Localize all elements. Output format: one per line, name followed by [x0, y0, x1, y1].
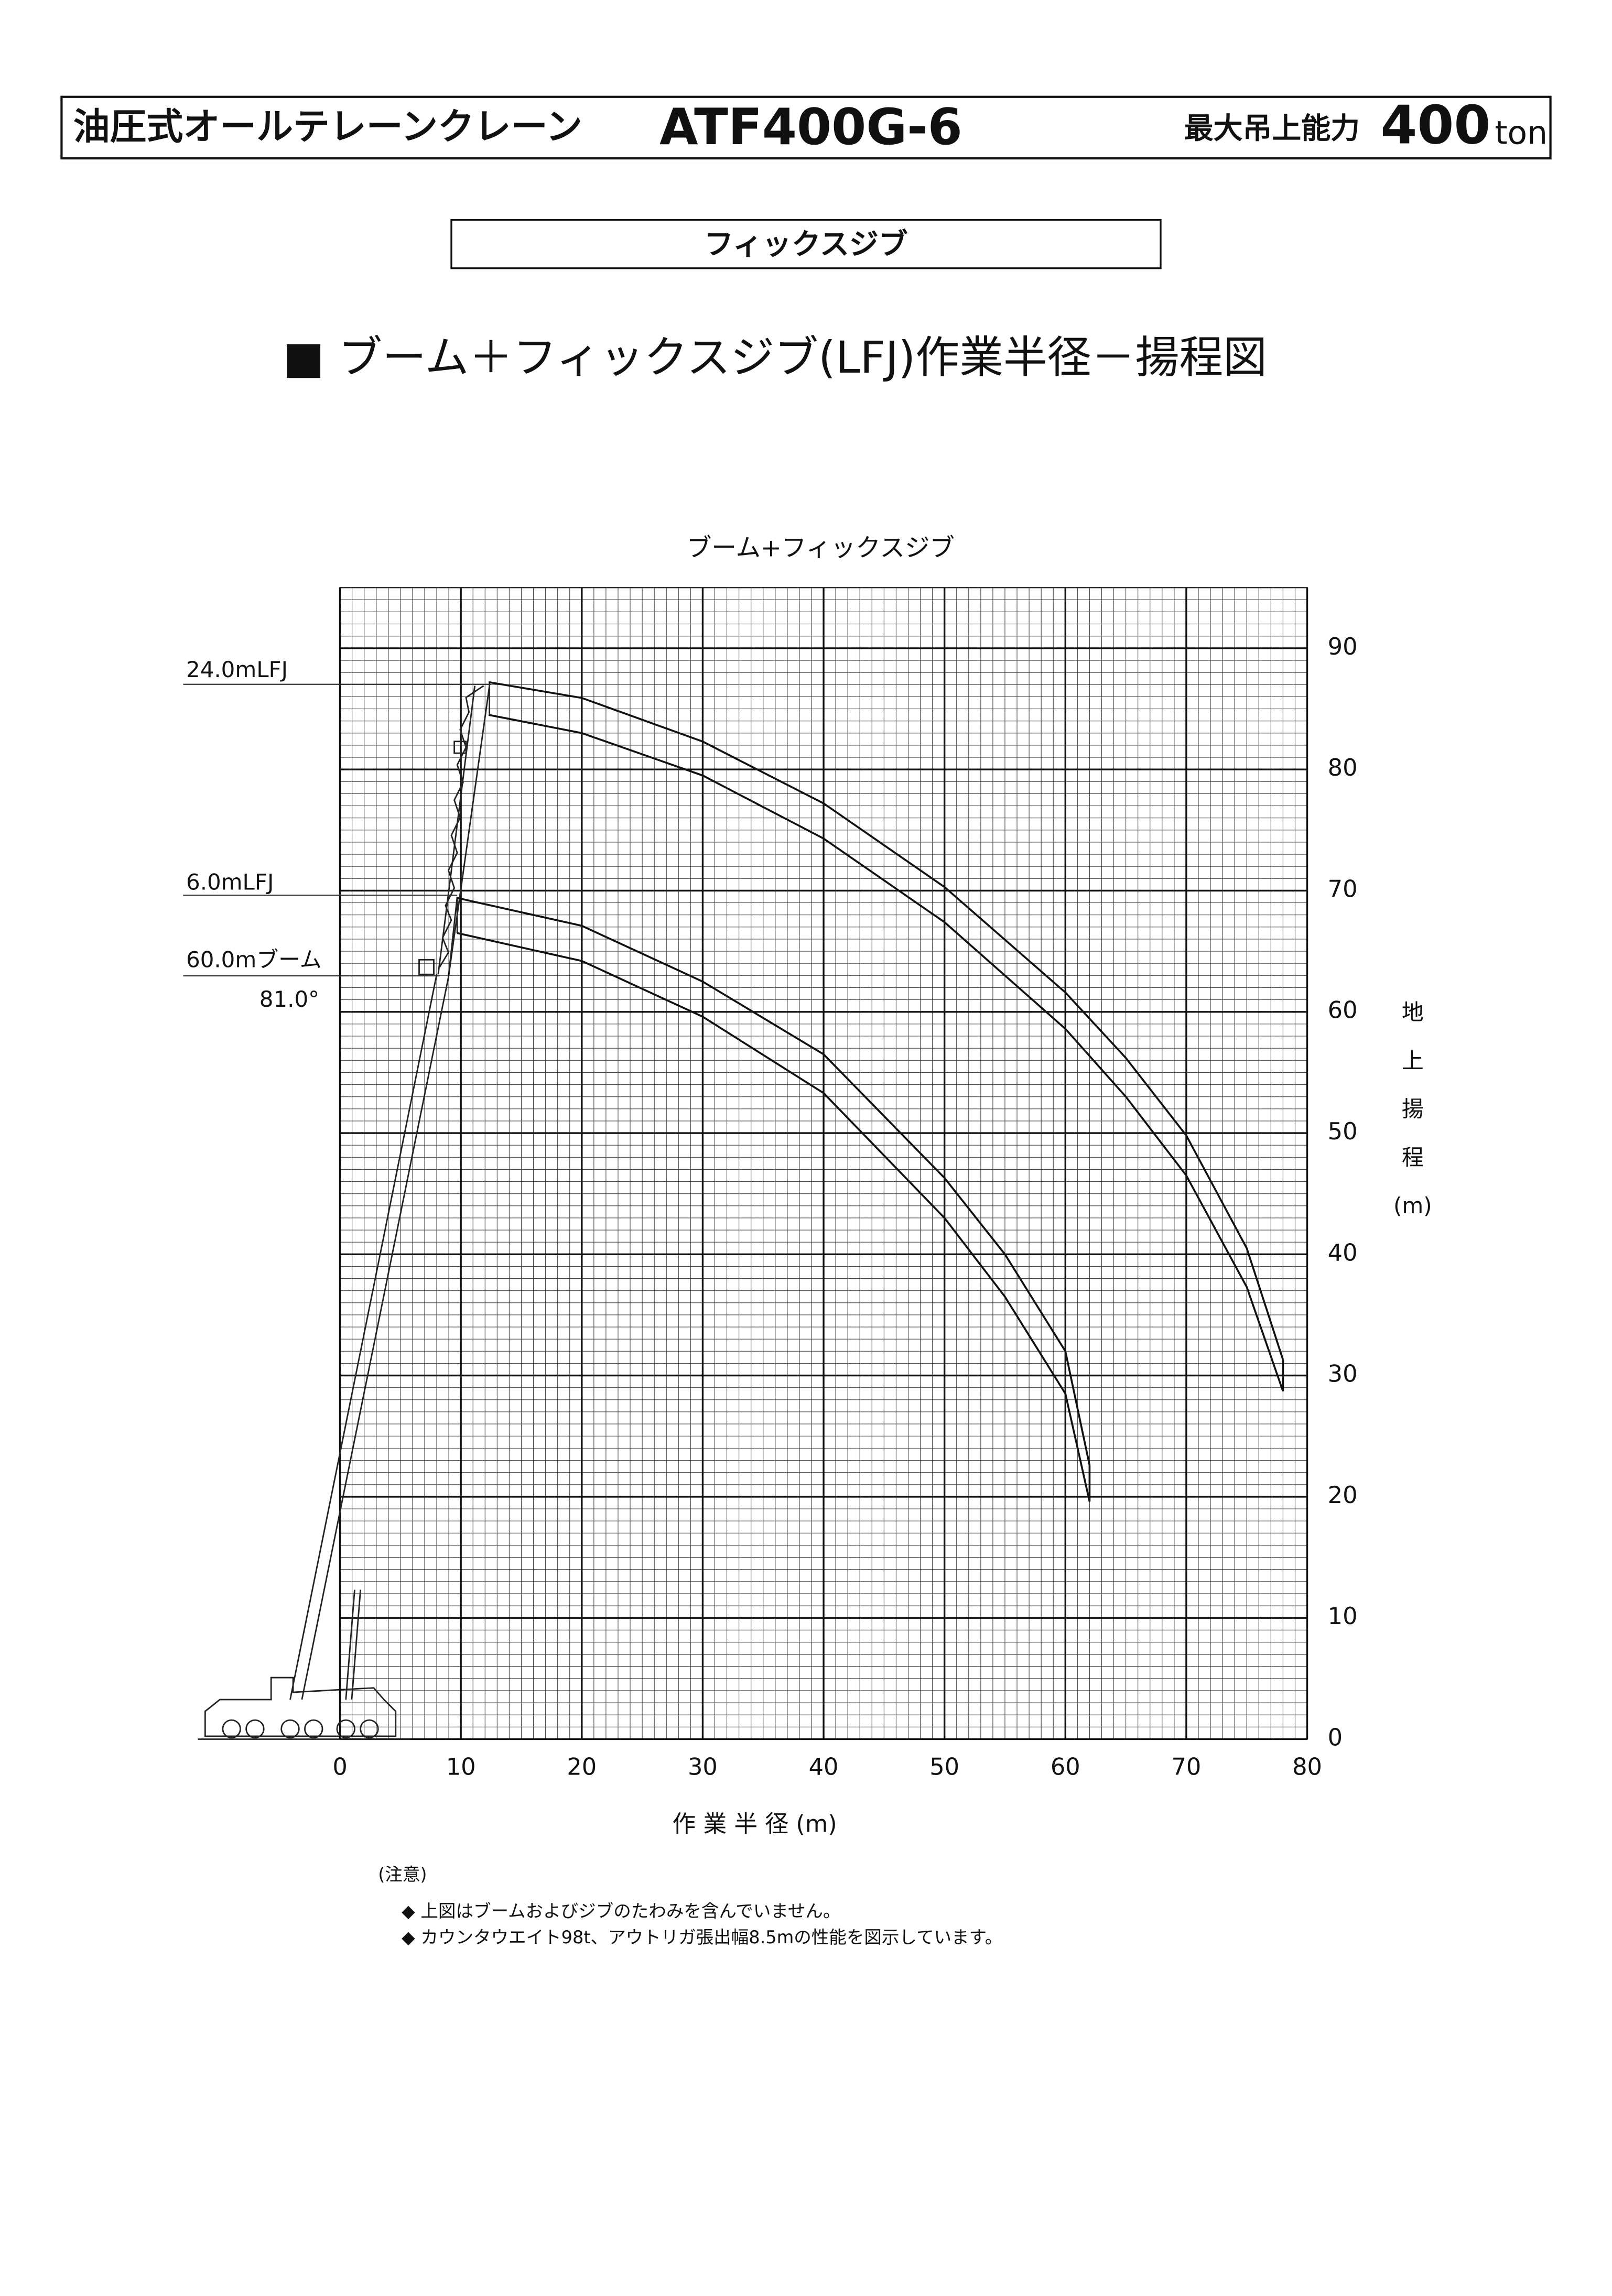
notes-title: (注意) [378, 1864, 427, 1885]
heading: ■ ブーム＋フィックスジブ(LFJ)作業半径－揚程図 [283, 332, 1268, 383]
annotation: 60.0mブーム [186, 947, 322, 973]
note: ◆ 上図はブームおよびジブのたわみを含んでいません。 [402, 1901, 841, 1921]
x-tick-label: 60 [1051, 1753, 1080, 1780]
y-tick-label: 10 [1328, 1602, 1358, 1630]
y-tick-label: 40 [1328, 1238, 1358, 1266]
x-tick-label: 40 [809, 1753, 839, 1780]
curve [488, 714, 1284, 1392]
note: ◆ カウンタウエイト98t、アウトリガ張出幅8.5mの性能を図示しています。 [402, 1927, 1002, 1947]
header-title: 油圧式オールテレーンクレーン [73, 105, 582, 148]
model: ATF400G-6 [659, 99, 962, 156]
y-tick-label: 20 [1328, 1481, 1358, 1509]
y-axis-label: 上 [1402, 1048, 1424, 1073]
x-tick-label: 0 [332, 1753, 347, 1780]
y-axis-label: 程 [1402, 1145, 1424, 1170]
section-title: フィックスジブ [704, 227, 908, 262]
x-axis-label: 作 業 半 径 (m) [673, 1810, 837, 1837]
annotation: 81.0° [259, 986, 319, 1012]
chart-title: ブーム+フィックスジブ [687, 534, 955, 563]
y-tick-label: 60 [1328, 996, 1358, 1024]
curve [457, 932, 1091, 1502]
curves [457, 681, 1284, 1502]
x-tick-label: 70 [1171, 1753, 1201, 1780]
y-axis-label: 地 [1402, 999, 1424, 1025]
y-tick-label: 70 [1328, 875, 1358, 902]
y-tick-label: 0 [1328, 1723, 1343, 1751]
annotation: 24.0mLFJ [186, 657, 288, 682]
curve [457, 897, 1091, 1466]
curve [488, 681, 1284, 1361]
y-tick-label: 90 [1328, 633, 1358, 660]
x-tick-label: 20 [567, 1753, 597, 1780]
annotation: 6.0mLFJ [186, 869, 274, 895]
x-tick-label: 80 [1292, 1753, 1322, 1780]
x-tick-label: 50 [929, 1753, 959, 1780]
x-tick-label: 30 [688, 1753, 718, 1780]
y-tick-label: 30 [1328, 1360, 1358, 1388]
grid [339, 587, 1308, 1740]
y-axis-label: (m) [1393, 1193, 1432, 1218]
capacity-label: 最大吊上能力 [1184, 112, 1360, 146]
y-tick-label: 50 [1328, 1117, 1358, 1145]
y-tick-label: 80 [1328, 754, 1358, 781]
crane [198, 682, 491, 1740]
capacity-unit: ton [1495, 114, 1548, 152]
section-box [450, 219, 1162, 269]
capacity: 400 [1380, 95, 1490, 156]
ticks: 0 10 20 30 40 50 60 70 800102030405060708090地上揚程… [332, 633, 1432, 1780]
y-axis-label: 揚 [1402, 1096, 1424, 1122]
x-tick-label: 10 [446, 1753, 476, 1780]
header-box [60, 95, 1552, 160]
leaders [183, 683, 491, 977]
